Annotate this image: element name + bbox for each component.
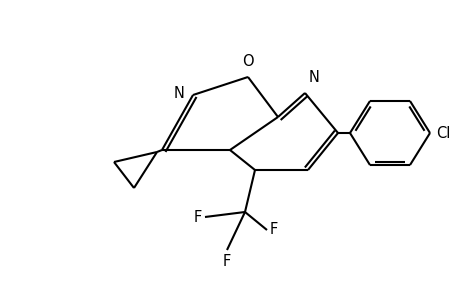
Text: F: F (223, 254, 230, 269)
Text: N: N (308, 70, 319, 85)
Text: F: F (269, 223, 278, 238)
Text: N: N (174, 85, 185, 100)
Text: F: F (193, 209, 202, 224)
Text: O: O (241, 54, 253, 69)
Text: Cl: Cl (435, 125, 449, 140)
